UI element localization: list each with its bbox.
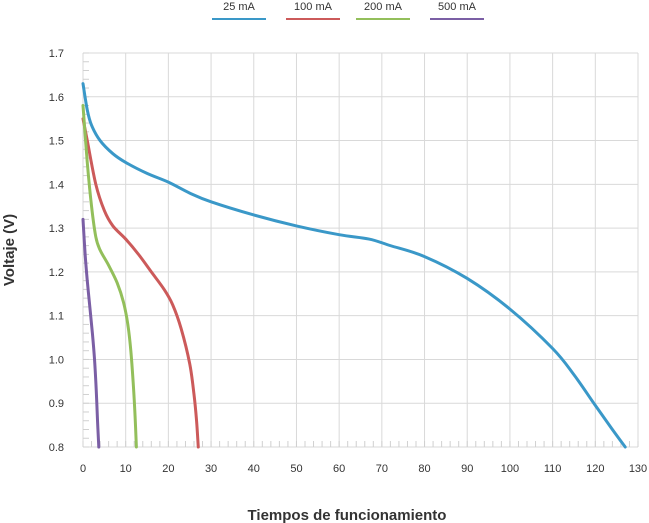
x-tick-label: 20 (162, 463, 174, 475)
y-tick-label: 1.6 (49, 92, 64, 104)
x-tick-label: 10 (120, 463, 132, 475)
y-tick-label: 0.9 (49, 398, 64, 410)
legend-label: 500 mA (438, 1, 477, 13)
x-tick-label: 90 (461, 463, 473, 475)
x-axis-ticks: 0 10 20 30 40 50 60 70 80 90 100 110 120 130 (80, 463, 647, 475)
x-tick-label: 80 (418, 463, 430, 475)
y-axis-ticks: 0.8 0.9 1.0 1.1 1.2 1.3 1.4 1.5 1.6 1.7 (49, 48, 64, 454)
series-lines (81, 82, 627, 449)
y-axis-title: Voltaje (V) (1, 214, 18, 286)
legend-label: 100 mA (294, 1, 333, 13)
series-line-25-ma (81, 82, 627, 449)
legend-label: 25 mA (223, 1, 255, 13)
x-tick-label: 30 (205, 463, 217, 475)
y-tick-label: 1.7 (49, 48, 64, 60)
legend-label: 200 mA (364, 1, 403, 13)
x-tick-label: 50 (290, 463, 302, 475)
x-tick-label: 60 (333, 463, 345, 475)
series-line-200-ma (81, 104, 138, 449)
y-tick-label: 1.5 (49, 136, 64, 148)
y-tick-label: 1.2 (49, 267, 64, 279)
legend: 25 mA 100 mA 200 mA 500 mA (212, 1, 484, 20)
y-tick-label: 1.0 (49, 354, 64, 366)
y-tick-label: 1.3 (49, 223, 64, 235)
x-tick-label: 130 (629, 463, 647, 475)
x-tick-label: 40 (248, 463, 260, 475)
x-tick-label: 100 (501, 463, 519, 475)
y-tick-label: 0.8 (49, 442, 64, 454)
y-tick-label: 1.1 (49, 311, 64, 323)
grid (82, 52, 639, 448)
y-tick-label: 1.4 (49, 179, 64, 191)
series-line-100-ma (81, 117, 200, 449)
x-tick-label: 70 (376, 463, 388, 475)
x-axis-title: Tiempos de funcionamiento (248, 507, 447, 523)
series-line-500-ma (81, 217, 101, 449)
x-tick-label: 120 (586, 463, 604, 475)
minor-ticks (82, 52, 639, 448)
x-tick-label: 110 (544, 463, 562, 475)
x-tick-label: 0 (80, 463, 86, 475)
